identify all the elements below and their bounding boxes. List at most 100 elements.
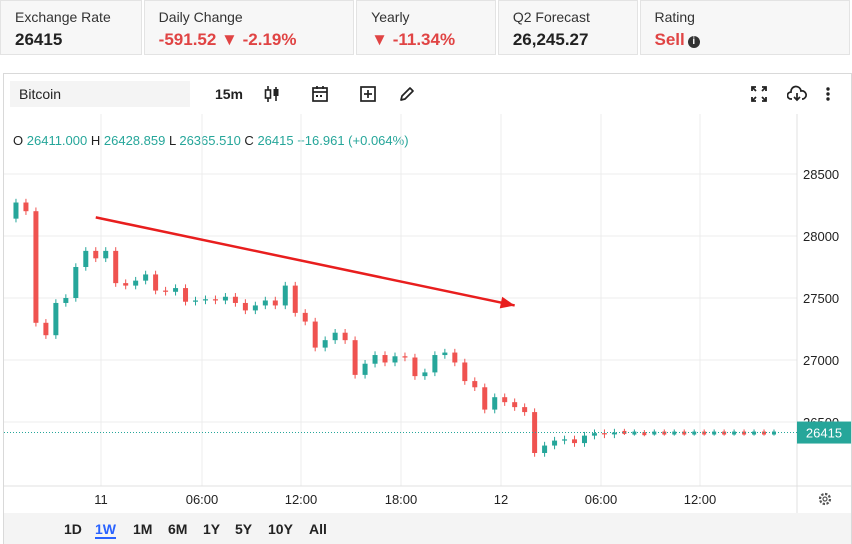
candle-body <box>13 202 19 219</box>
candle-body <box>462 362 468 382</box>
x-tick-label: 12:00 <box>285 492 318 507</box>
candle-body <box>322 340 328 348</box>
candle-body <box>412 357 418 377</box>
range-all-button[interactable]: All <box>309 521 327 537</box>
candle-body <box>502 397 508 403</box>
candle-body <box>432 355 438 373</box>
candle-body <box>153 274 159 291</box>
calendar-icon[interactable] <box>307 80 333 108</box>
ohlc-open: 26411.000 <box>26 133 88 148</box>
y-tick-label: 28500 <box>803 167 839 182</box>
add-indicator-icon[interactable] <box>355 80 381 108</box>
candle-body <box>202 299 208 301</box>
range-10y-button[interactable]: 10Y <box>268 521 293 537</box>
candle-body <box>591 433 597 436</box>
candle-body <box>193 300 199 302</box>
candle-body <box>63 298 69 303</box>
candle-body <box>662 431 667 435</box>
settings-gear-icon[interactable] <box>818 492 832 506</box>
range-1w-button[interactable]: 1W <box>95 521 116 539</box>
candle-body <box>632 431 637 435</box>
stat-label: Rating <box>654 9 695 25</box>
candle-body <box>33 211 39 323</box>
candle-body <box>552 440 558 446</box>
candle-body <box>352 340 358 375</box>
info-icon[interactable]: i <box>687 36 700 48</box>
stat-value: Sell <box>654 30 685 49</box>
candle-body <box>262 300 268 306</box>
candle-body <box>362 363 368 375</box>
candle-body <box>73 267 79 298</box>
stat-rating: Rating Sell i <box>639 0 850 55</box>
stat-value: ▼ -11.34% <box>371 30 456 49</box>
trend-arrow-line <box>95 216 515 307</box>
candle-body <box>672 431 677 435</box>
range-6m-button[interactable]: 6M <box>168 521 188 537</box>
symbol-search-input[interactable] <box>10 81 190 107</box>
ohlc-close: 26415 <box>257 133 294 148</box>
candle-body <box>572 439 578 444</box>
candle-body <box>133 280 139 286</box>
candle-body <box>302 312 308 322</box>
candle-body <box>43 322 49 336</box>
candles-icon[interactable] <box>259 80 285 108</box>
range-1m-button[interactable]: 1M <box>133 521 153 537</box>
candle-body <box>252 305 258 311</box>
candle-body <box>372 355 378 364</box>
interval-button[interactable]: 15m <box>214 86 244 102</box>
candle-body <box>382 355 388 363</box>
candle-body <box>163 290 169 292</box>
candle-body <box>581 435 587 444</box>
stat-daily-change: Daily Change -591.52 ▼ -2.19% <box>143 0 355 55</box>
range-1y-button[interactable]: 1Y <box>203 521 221 537</box>
candle-body <box>682 431 687 435</box>
stats-row: Exchange Rate 26415 Daily Change -591.52… <box>0 0 852 56</box>
trend-arrow-head <box>499 296 515 309</box>
candle-body <box>752 431 757 435</box>
price-chart[interactable]: 26500270002750028000285001106:0012:0018:… <box>4 74 851 513</box>
x-tick-label: 12:00 <box>684 492 717 507</box>
candle-body <box>222 296 228 301</box>
stat-q2-forecast: Q2 Forecast 26,245.27 <box>497 0 638 55</box>
candle-body <box>53 302 59 336</box>
ohlc-close-label: C <box>244 133 254 148</box>
candle-body <box>282 285 288 306</box>
candle-body <box>532 412 538 453</box>
more-vert-icon[interactable] <box>818 80 838 108</box>
candle-body <box>402 356 408 358</box>
candle-body <box>392 356 398 363</box>
candle-body <box>742 431 747 435</box>
candle-body <box>482 387 488 410</box>
ohlc-high: 26428.859 <box>103 133 166 148</box>
candle-body <box>712 431 717 435</box>
cloud-download-icon[interactable] <box>784 80 810 108</box>
draw-pencil-icon[interactable] <box>394 80 420 108</box>
range-1d-button[interactable]: 1D <box>64 521 82 537</box>
x-tick-label: 12 <box>494 492 508 507</box>
y-tick-label: 28000 <box>803 229 839 244</box>
candle-body <box>232 296 238 303</box>
stat-label: Daily Change <box>158 9 243 25</box>
candle-body <box>83 250 89 267</box>
stat-label: Yearly <box>371 9 410 25</box>
candle-body <box>542 445 548 453</box>
ohlc-low: 26365.510 <box>179 133 241 148</box>
candle-body <box>342 332 348 341</box>
candle-body <box>442 352 448 356</box>
candle-body <box>173 288 179 292</box>
ohlc-low-label: L <box>168 133 176 148</box>
chart-widget: 15m O 26411.000 H 26428.859 L 26365.510 … <box>3 73 852 544</box>
candle-body <box>492 397 498 410</box>
candle-body <box>143 274 149 281</box>
candle-body <box>103 250 109 259</box>
x-tick-label: 11 <box>94 492 108 507</box>
last-price-tag <box>797 421 851 444</box>
fullscreen-icon[interactable] <box>746 80 772 108</box>
candle-body <box>93 250 99 259</box>
stat-exchange-rate: Exchange Rate 26415 <box>0 0 142 55</box>
ohlc-legend: O 26411.000 H 26428.859 L 26365.510 C 26… <box>13 133 409 148</box>
stat-yearly: Yearly ▼ -11.34% <box>356 0 496 55</box>
range-5y-button[interactable]: 5Y <box>235 521 253 537</box>
ohlc-high-label: H <box>90 133 101 148</box>
x-tick-label: 06:00 <box>585 492 618 507</box>
